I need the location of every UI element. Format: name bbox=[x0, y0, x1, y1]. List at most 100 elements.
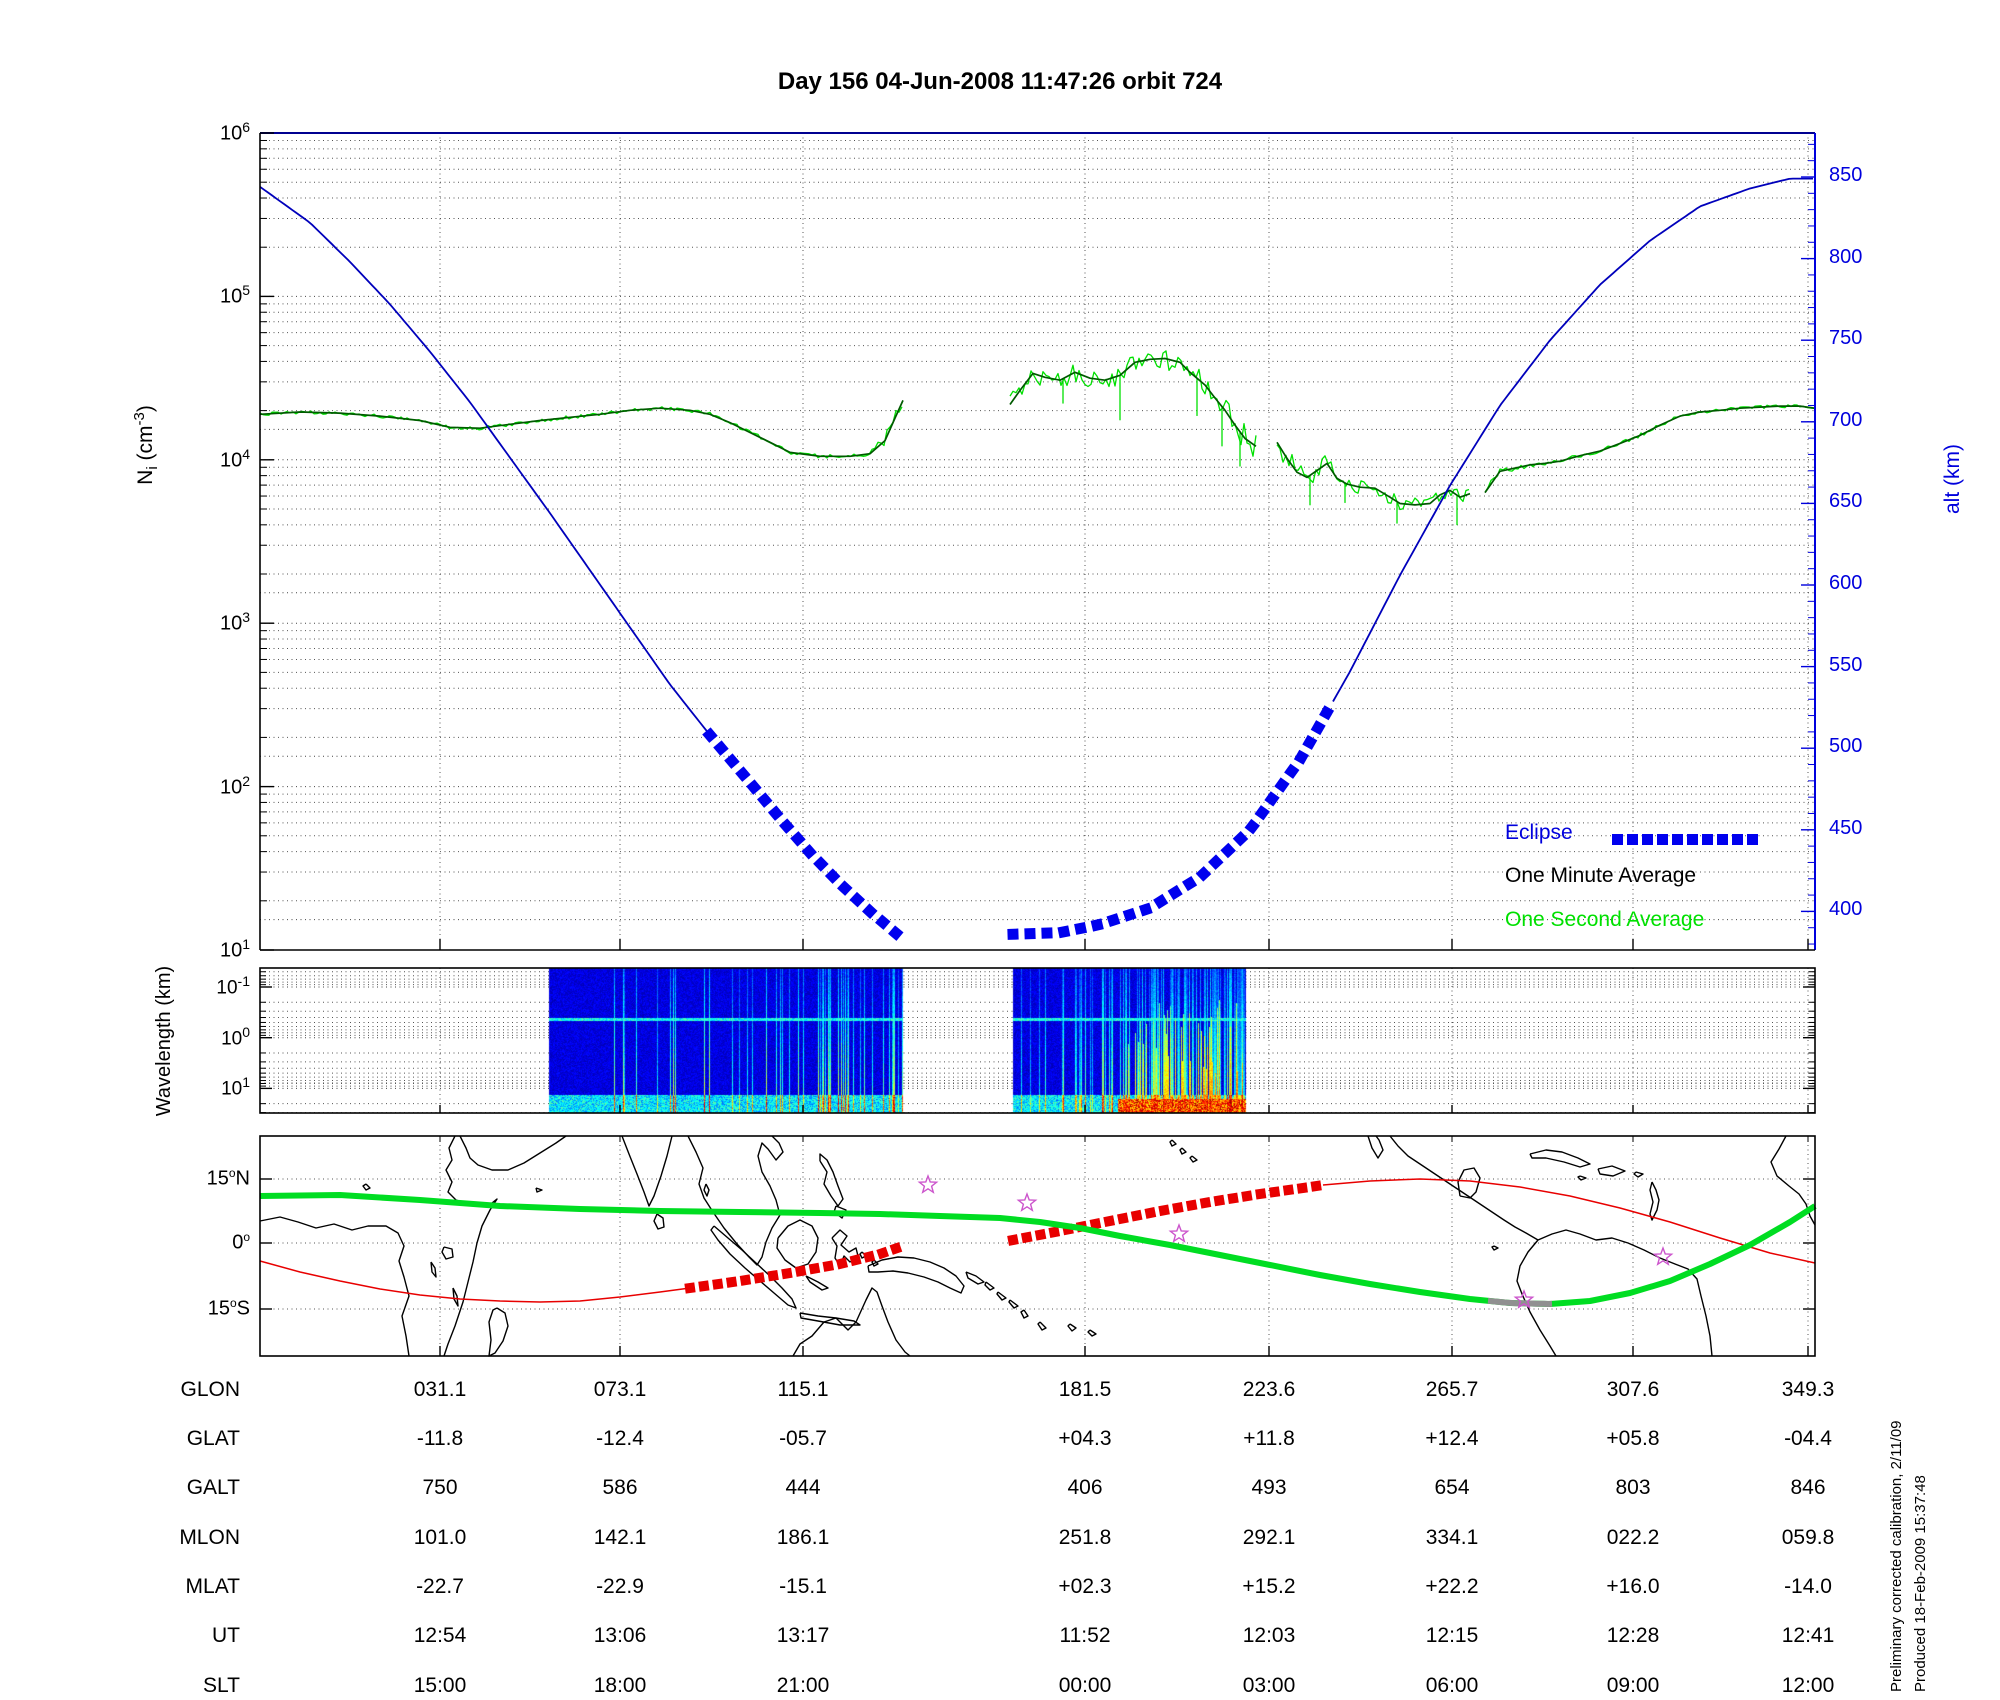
table-cell: 115.1 bbox=[777, 1378, 829, 1401]
eclipse-dash-segment bbox=[1254, 805, 1270, 821]
ground-track-red-dash bbox=[1117, 1212, 1129, 1225]
ni-axis-tick-label: 101 bbox=[219, 936, 250, 962]
table-cell: 349.3 bbox=[1781, 1378, 1835, 1401]
alt-axis-tick-label: 800 bbox=[1829, 245, 1863, 268]
table-cell: 223.6 bbox=[1242, 1378, 1296, 1401]
table-cell: 12:00 bbox=[1781, 1674, 1835, 1697]
altitude-curve-solid bbox=[1332, 177, 1813, 702]
table-cell: -22.9 bbox=[596, 1575, 644, 1598]
table-cell: 265.7 bbox=[1425, 1378, 1479, 1401]
table-cell: +15.2 bbox=[1242, 1575, 1296, 1598]
eclipse-dash-segment bbox=[790, 831, 806, 847]
one-minute-average-curve bbox=[259, 400, 904, 458]
coastline bbox=[1516, 1239, 1557, 1357]
ground-track-red-dash bbox=[889, 1242, 903, 1255]
table-cell: 031.1 bbox=[413, 1378, 467, 1401]
eclipse-dash-segment bbox=[1232, 831, 1249, 847]
legend-minute-label: One Minute Average bbox=[1505, 864, 1697, 887]
coastline bbox=[1389, 1135, 1539, 1241]
eclipse-dash-segment bbox=[1195, 866, 1212, 882]
ground-track-red-dash bbox=[739, 1274, 752, 1286]
coastline bbox=[1597, 1165, 1626, 1177]
one-second-average-curve bbox=[1276, 444, 1470, 511]
wavelength-axis-tick-label: 10-1 bbox=[216, 973, 250, 999]
table-cell: -11.8 bbox=[416, 1427, 464, 1450]
eclipse-dash-segment bbox=[1264, 791, 1280, 807]
table-cell: 15:00 bbox=[413, 1674, 467, 1697]
table-cell: 073.1 bbox=[593, 1378, 647, 1401]
table-row-label: GLON bbox=[180, 1378, 240, 1401]
ground-track-red-dash bbox=[1144, 1207, 1157, 1219]
coastline bbox=[621, 1135, 673, 1207]
alt-axis-tick-label: 850 bbox=[1829, 164, 1863, 186]
table-cell: 022.2 bbox=[1606, 1526, 1660, 1549]
eclipse-dash-square-icon bbox=[1732, 834, 1743, 845]
wavelength-spectrogram-image bbox=[260, 968, 1815, 1113]
orbit-event-star-icon bbox=[1016, 1191, 1038, 1212]
ground-track-red-dash bbox=[1158, 1204, 1170, 1217]
alt-axis-tick-label: 500 bbox=[1829, 735, 1863, 758]
eclipse-dash-segment bbox=[735, 766, 751, 782]
table-cell: 181.5 bbox=[1058, 1378, 1112, 1401]
eclipse-dash-square-icon bbox=[1702, 834, 1713, 845]
coastline bbox=[984, 1281, 995, 1291]
ground-track-red-dash bbox=[1020, 1231, 1033, 1244]
coastline bbox=[1529, 1149, 1591, 1168]
ground-track-red-dash bbox=[849, 1254, 862, 1267]
coastline bbox=[703, 1183, 710, 1197]
eclipse-dash-segment bbox=[1244, 818, 1260, 835]
ground-track-red-dash bbox=[767, 1269, 779, 1282]
table-cell: 13:06 bbox=[593, 1624, 647, 1647]
table-row-label: UT bbox=[212, 1624, 240, 1647]
coastline bbox=[1179, 1147, 1187, 1155]
map-lat-tick-label: 0o bbox=[232, 1230, 250, 1254]
coastline bbox=[792, 1287, 911, 1357]
ground-track-red-dash bbox=[1227, 1192, 1239, 1205]
coastline bbox=[1649, 1181, 1660, 1221]
coastline bbox=[1037, 1321, 1047, 1331]
table-row-label: GLAT bbox=[186, 1427, 240, 1450]
eclipse-dash-segment bbox=[1106, 913, 1121, 928]
table-row-label: GALT bbox=[186, 1476, 240, 1499]
eclipse-dash-segment bbox=[767, 805, 784, 821]
table-cell: -12.4 bbox=[596, 1427, 644, 1450]
alt-axis-tick-label: 450 bbox=[1829, 816, 1863, 839]
table-cell: +11.8 bbox=[1243, 1427, 1295, 1450]
table-cell: 12:15 bbox=[1425, 1624, 1479, 1647]
table-cell: +04.3 bbox=[1058, 1427, 1112, 1450]
coastline bbox=[452, 1287, 459, 1307]
ground-track-red-dash bbox=[1172, 1201, 1184, 1214]
table-cell: 21:00 bbox=[776, 1674, 830, 1697]
one-second-average-curve bbox=[1484, 404, 1816, 493]
ground-track-green bbox=[259, 1192, 1817, 1307]
alt-axis-tick-label: 750 bbox=[1829, 327, 1863, 350]
ground-track-red-dash bbox=[1199, 1197, 1212, 1209]
coastline bbox=[1577, 1175, 1587, 1181]
calibration-note-line1: Preliminary corrected calibration, 2/11/… bbox=[1888, 1420, 1905, 1692]
orbit-event-star-icon bbox=[1513, 1288, 1535, 1309]
table-row-label: MLAT bbox=[185, 1575, 240, 1598]
table-cell: +12.4 bbox=[1425, 1427, 1479, 1450]
coastline bbox=[805, 1275, 829, 1291]
table-cell: 803 bbox=[1615, 1476, 1651, 1499]
coastline bbox=[1087, 1329, 1097, 1337]
table-cell: -14.0 bbox=[1784, 1575, 1832, 1598]
eclipse-dash-segment bbox=[1041, 927, 1053, 939]
table-cell: 059.8 bbox=[1781, 1526, 1835, 1549]
coastline bbox=[1367, 1135, 1384, 1159]
table-cell: 03:00 bbox=[1242, 1674, 1296, 1697]
ground-track-red-dash bbox=[822, 1260, 835, 1272]
table-cell: 12:03 bbox=[1242, 1624, 1296, 1647]
one-minute-average-curve bbox=[1009, 357, 1257, 447]
ground-track-red-dash bbox=[1282, 1184, 1295, 1196]
eclipse-dash-segment bbox=[1220, 842, 1236, 859]
coastline bbox=[1008, 1299, 1019, 1309]
coastline bbox=[799, 1312, 861, 1326]
ni-axis-tick-label: 105 bbox=[219, 282, 250, 309]
table-cell: -22.7 bbox=[416, 1575, 464, 1598]
eclipse-dash-segment bbox=[1208, 854, 1224, 870]
eclipse-dash-segment bbox=[746, 779, 762, 795]
eclipse-dash-segment bbox=[862, 903, 878, 919]
table-cell: -04.4 bbox=[1784, 1427, 1832, 1450]
